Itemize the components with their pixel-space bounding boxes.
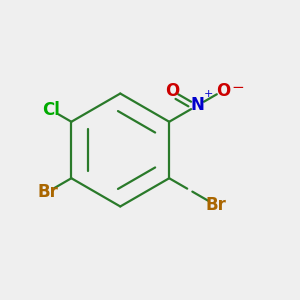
Text: Cl: Cl	[42, 101, 60, 119]
Text: O: O	[165, 82, 179, 100]
Text: Br: Br	[38, 183, 58, 201]
Text: Br: Br	[205, 196, 226, 214]
Text: +: +	[204, 89, 213, 99]
Text: N: N	[190, 96, 204, 114]
Text: O: O	[216, 82, 230, 100]
Text: −: −	[232, 80, 244, 95]
